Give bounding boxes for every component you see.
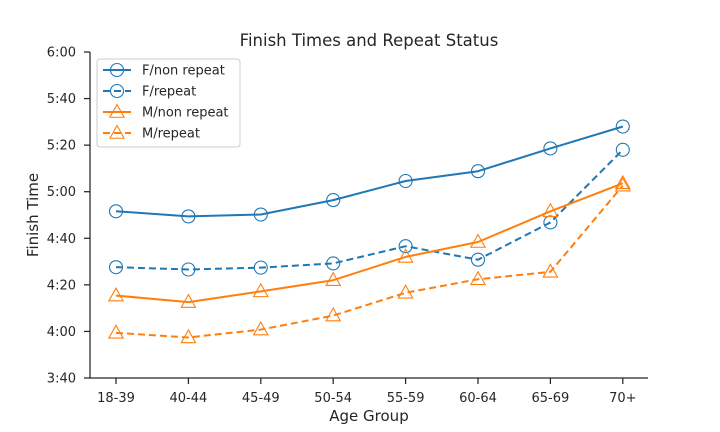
data-point	[325, 271, 342, 287]
legend-item: F/repeat	[103, 83, 196, 100]
y-tick-label: 4:20	[47, 278, 76, 293]
legend-box	[96, 58, 241, 148]
legend-item: M/non repeat	[103, 103, 229, 121]
data-point	[107, 324, 125, 339]
data-point	[543, 141, 558, 156]
x-tick-label: 18-39	[97, 391, 135, 406]
data-point	[181, 262, 196, 277]
x-tick-label: 65-69	[532, 391, 570, 406]
data-point	[398, 173, 413, 189]
data-point	[252, 282, 269, 298]
data-point	[107, 286, 125, 302]
legend-label: M/repeat	[142, 127, 200, 142]
data-point	[543, 215, 558, 230]
data-point	[542, 202, 559, 218]
series-line	[115, 125, 624, 218]
legend-label: F/non repeat	[142, 64, 225, 79]
data-point	[108, 260, 124, 275]
data-point	[469, 270, 487, 286]
data-point	[469, 233, 487, 248]
data-point	[614, 177, 631, 192]
data-point	[252, 320, 269, 336]
y-tick-label: 5:20	[47, 139, 76, 154]
legend-marker	[109, 83, 125, 99]
data-point	[180, 293, 197, 308]
plot-area	[107, 119, 631, 344]
y-tick-label: 6:00	[47, 46, 76, 61]
series-line	[115, 185, 624, 339]
data-point	[470, 164, 486, 179]
x-tick-label: 40-44	[170, 391, 208, 406]
data-point	[253, 207, 268, 222]
series-m-non-repeat	[107, 174, 631, 308]
data-point	[326, 193, 341, 208]
data-point	[397, 284, 414, 299]
y-tick-label: 5:00	[47, 185, 76, 200]
x-tick-label: 45-49	[242, 391, 280, 406]
data-point	[614, 174, 631, 190]
data-point	[180, 328, 197, 344]
x-tick-label: 70+	[609, 391, 636, 406]
data-point	[470, 252, 486, 267]
data-point	[397, 248, 414, 263]
data-point	[108, 204, 124, 219]
series-f-repeat	[108, 142, 630, 277]
data-point	[181, 209, 196, 224]
legend-item: M/repeat	[103, 124, 200, 142]
legend-label: M/non repeat	[142, 106, 229, 121]
legend-item: F/non repeat	[103, 62, 225, 79]
axes: 3:40 4:00 4:20 4:40 5:00 5:20 5:40 6:00 18-39 40-…	[47, 46, 648, 406]
legend: F/non repeat F/repeat M/non repeat M/repeat	[96, 58, 241, 148]
series-line	[115, 149, 624, 271]
x-tick-label: 60-64	[459, 391, 497, 406]
data-point	[326, 256, 341, 271]
data-point	[542, 263, 559, 278]
y-tick-label: 3:40	[47, 372, 76, 387]
series-m-repeat	[107, 177, 631, 344]
y-axis-title: Finish Time	[24, 173, 42, 257]
data-point	[615, 119, 630, 134]
series-f-non-repeat	[108, 119, 630, 224]
y-tick-label: 4:00	[47, 325, 76, 340]
series-line	[115, 182, 624, 304]
x-axis-title: Age Group	[329, 407, 408, 425]
data-point	[398, 239, 413, 254]
data-point	[253, 260, 268, 275]
chart-title: Finish Times and Repeat Status	[240, 31, 499, 50]
data-point	[325, 306, 342, 322]
legend-marker	[109, 62, 125, 78]
x-tick-label: 50-54	[314, 391, 352, 406]
y-tick-label: 5:40	[47, 92, 76, 107]
legend-marker	[108, 103, 126, 118]
y-tick-label: 4:40	[47, 232, 76, 247]
data-point	[615, 142, 630, 157]
legend-label: F/repeat	[142, 85, 196, 100]
legend-marker	[108, 124, 126, 139]
x-tick-label: 55-59	[387, 391, 425, 406]
